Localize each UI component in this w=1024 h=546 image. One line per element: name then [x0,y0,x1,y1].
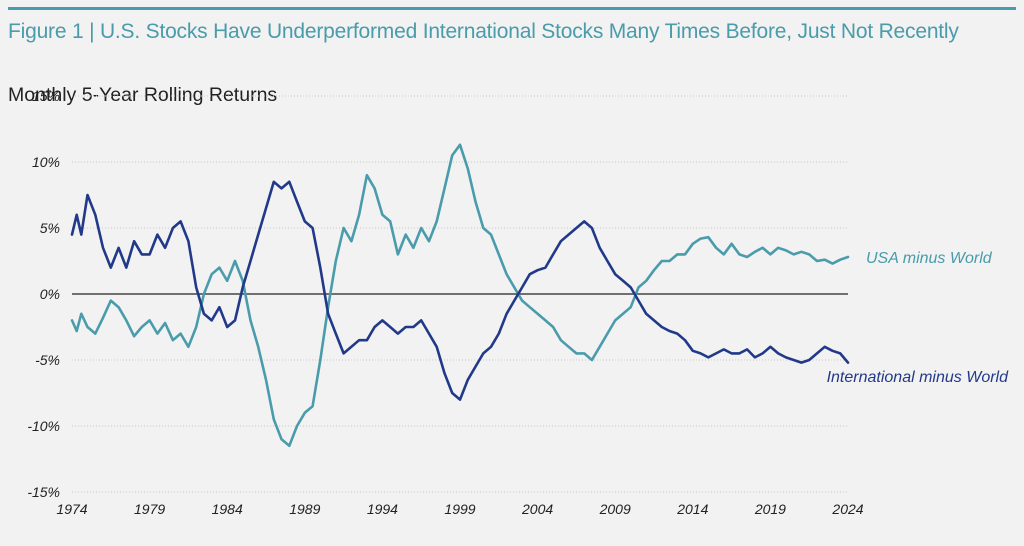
x-tick-label: 1974 [56,501,87,517]
figure-subtitle: Monthly 5-Year Rolling Returns [8,84,278,106]
grid-layer [72,95,848,493]
x-tick-label: 1999 [444,501,475,517]
x-tick-label: 2014 [676,501,708,517]
axis-layer: 15% 10% 5% 0% -5% -10% -15%1974 1979 1984 1989 199… [27,88,863,517]
x-tick-label: 2004 [521,501,553,517]
international-series-label: International minus World [827,369,1010,386]
usa-series-label: USA minus World [866,250,993,267]
y-tick-label: -15% [27,484,60,500]
x-tick-label: 1979 [134,501,165,517]
top-rule [8,7,1016,10]
x-tick-label: 2019 [754,501,786,517]
international-series-line [70,180,850,401]
x-tick-label: 1994 [367,501,398,517]
y-tick-label: -5% [35,352,60,368]
y-tick-label: 10% [32,154,60,170]
x-tick-label: 2024 [831,501,863,517]
x-tick-label: 2009 [599,501,631,517]
y-tick-label: -10% [27,418,60,434]
usa-series-line [70,143,850,448]
figure-title: Figure 1 | U.S. Stocks Have Underperform… [8,20,959,43]
y-tick-label: 15% [32,88,60,104]
x-tick-label: 1989 [289,501,320,517]
y-tick-label: 0% [40,286,60,302]
label-layer: USA minus World International minus World [827,250,1010,386]
y-tick-label: 5% [40,220,60,236]
x-tick-label: 1984 [212,501,243,517]
series-layer [70,143,850,448]
